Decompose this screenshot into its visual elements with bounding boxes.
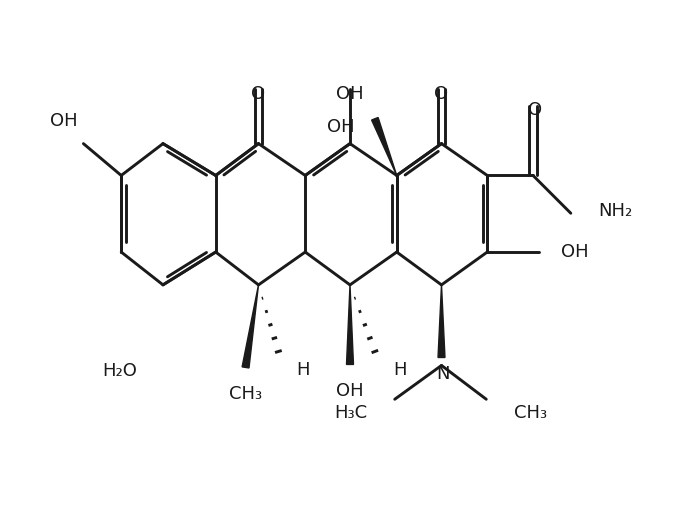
Text: H: H: [296, 361, 310, 380]
Text: CH₃: CH₃: [229, 385, 262, 404]
Text: O: O: [251, 85, 266, 103]
Polygon shape: [242, 285, 258, 368]
Polygon shape: [347, 285, 354, 365]
Text: CH₃: CH₃: [514, 404, 547, 422]
Polygon shape: [372, 118, 397, 175]
Text: O: O: [434, 85, 448, 103]
Text: OH: OH: [336, 382, 364, 400]
Text: NH₂: NH₂: [599, 202, 633, 220]
Text: OH: OH: [336, 85, 364, 103]
Text: N: N: [436, 366, 450, 383]
Text: O: O: [528, 101, 542, 119]
Text: OH: OH: [561, 243, 589, 261]
Text: H₃C: H₃C: [334, 404, 367, 422]
Text: OH: OH: [327, 118, 355, 136]
Text: H: H: [393, 361, 406, 380]
Text: H₂O: H₂O: [102, 362, 136, 381]
Polygon shape: [438, 285, 445, 357]
Text: OH: OH: [49, 112, 77, 129]
